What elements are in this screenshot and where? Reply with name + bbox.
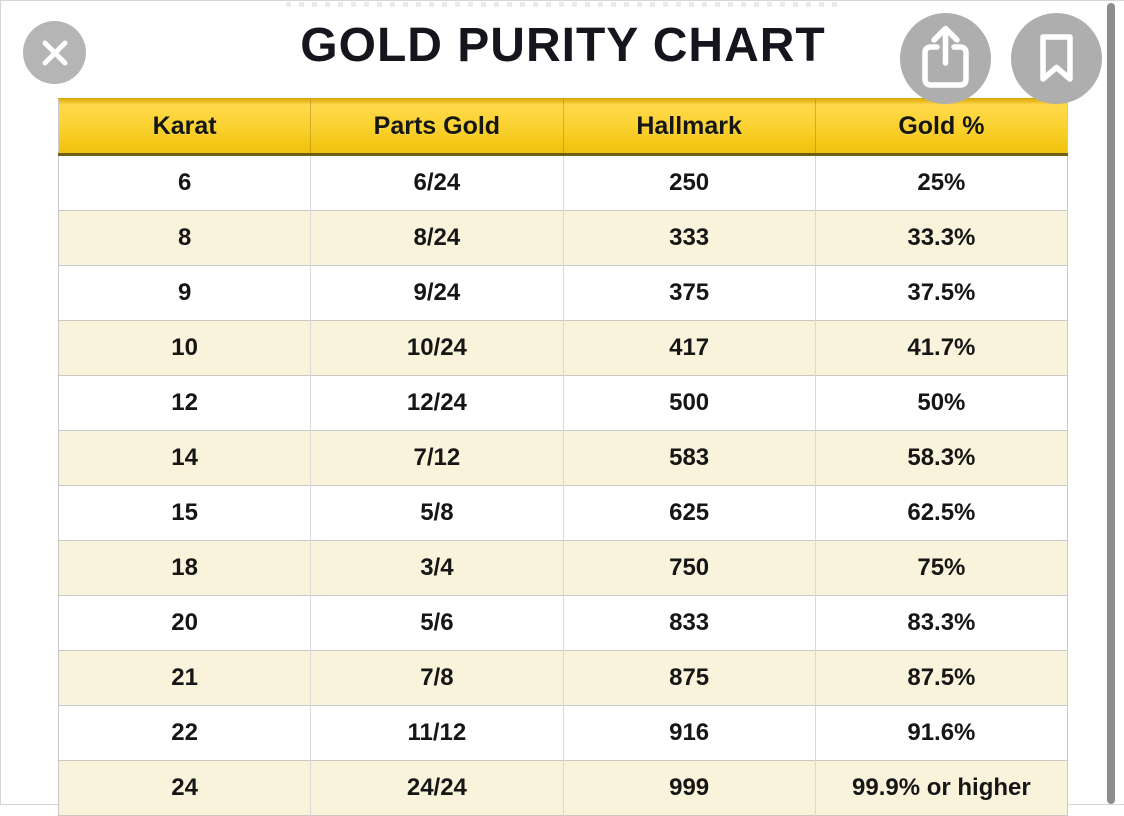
close-icon (38, 36, 72, 70)
table-row: 22 11/12 916 91.6% (58, 705, 1068, 761)
cell-karat: 20 (58, 595, 311, 651)
table-row: 9 9/24 375 37.5% (58, 265, 1068, 321)
table-row: 20 5/6 833 83.3% (58, 595, 1068, 651)
bookmark-button[interactable] (1011, 13, 1102, 104)
cell-parts-gold: 8/24 (310, 210, 563, 266)
cell-parts-gold: 6/24 (310, 154, 563, 211)
cell-karat: 24 (58, 760, 311, 816)
table-row: 10 10/24 417 41.7% (58, 320, 1068, 376)
cell-gold-percent: 87.5% (814, 650, 1068, 706)
cell-hallmark: 875 (562, 650, 816, 706)
table-header: Karat Parts Gold Hallmark Gold % (58, 98, 1068, 156)
cell-karat: 9 (58, 265, 311, 321)
cell-parts-gold: 12/24 (310, 375, 563, 431)
cell-karat: 12 (58, 375, 311, 431)
cell-karat: 10 (58, 320, 311, 376)
cell-hallmark: 500 (562, 375, 816, 431)
table-row: 14 7/12 583 58.3% (58, 430, 1068, 486)
cell-hallmark: 583 (562, 430, 816, 486)
vertical-scrollbar[interactable] (1107, 3, 1115, 804)
table-row: 15 5/8 625 62.5% (58, 485, 1068, 541)
cell-karat: 14 (58, 430, 311, 486)
cell-gold-percent: 83.3% (814, 595, 1068, 651)
cell-parts-gold: 5/8 (310, 485, 563, 541)
cell-gold-percent: 62.5% (814, 485, 1068, 541)
cell-gold-percent: 58.3% (814, 430, 1068, 486)
cell-hallmark: 833 (562, 595, 816, 651)
table-row: 6 6/24 250 25% (58, 154, 1068, 211)
clipped-text-artifact (286, 2, 841, 7)
share-icon (900, 13, 991, 104)
cell-parts-gold: 5/6 (310, 595, 563, 651)
column-header-parts-gold: Parts Gold (310, 98, 563, 156)
column-header-karat: Karat (58, 98, 311, 156)
cell-hallmark: 333 (562, 210, 816, 266)
cell-karat: 22 (58, 705, 311, 761)
cell-hallmark: 916 (562, 705, 816, 761)
table-row: 8 8/24 333 33.3% (58, 210, 1068, 266)
cell-karat: 8 (58, 210, 311, 266)
cell-parts-gold: 11/12 (310, 705, 563, 761)
cell-gold-percent: 75% (814, 540, 1068, 596)
table-row: 18 3/4 750 75% (58, 540, 1068, 596)
cell-hallmark: 625 (562, 485, 816, 541)
cell-hallmark: 417 (562, 320, 816, 376)
cell-parts-gold: 7/12 (310, 430, 563, 486)
close-button[interactable] (23, 21, 86, 84)
cell-gold-percent: 50% (814, 375, 1068, 431)
cell-parts-gold: 9/24 (310, 265, 563, 321)
cell-gold-percent: 37.5% (814, 265, 1068, 321)
cell-karat: 18 (58, 540, 311, 596)
cell-gold-percent: 25% (814, 154, 1068, 211)
bookmark-icon (1011, 13, 1102, 104)
cell-parts-gold: 10/24 (310, 320, 563, 376)
cell-parts-gold: 24/24 (310, 760, 563, 816)
cell-hallmark: 250 (562, 154, 816, 211)
cell-parts-gold: 7/8 (310, 650, 563, 706)
cell-hallmark: 999 (562, 760, 816, 816)
cell-parts-gold: 3/4 (310, 540, 563, 596)
cell-gold-percent: 41.7% (814, 320, 1068, 376)
cell-gold-percent: 33.3% (814, 210, 1068, 266)
cell-gold-percent: 91.6% (814, 705, 1068, 761)
cell-karat: 15 (58, 485, 311, 541)
table-row: 21 7/8 875 87.5% (58, 650, 1068, 706)
cell-karat: 6 (58, 154, 311, 211)
page-title: GOLD PURITY CHART (300, 19, 826, 72)
column-header-gold-percent: Gold % (814, 98, 1068, 156)
cell-hallmark: 750 (562, 540, 816, 596)
gold-purity-table: Karat Parts Gold Hallmark Gold % 6 6/24 25… (58, 98, 1068, 816)
cell-hallmark: 375 (562, 265, 816, 321)
cell-gold-percent: 99.9% or higher (814, 760, 1068, 816)
table-row: 24 24/24 999 99.9% or higher (58, 760, 1068, 816)
cell-karat: 21 (58, 650, 311, 706)
table-row: 12 12/24 500 50% (58, 375, 1068, 431)
column-header-hallmark: Hallmark (562, 98, 816, 156)
share-button[interactable] (900, 13, 991, 104)
